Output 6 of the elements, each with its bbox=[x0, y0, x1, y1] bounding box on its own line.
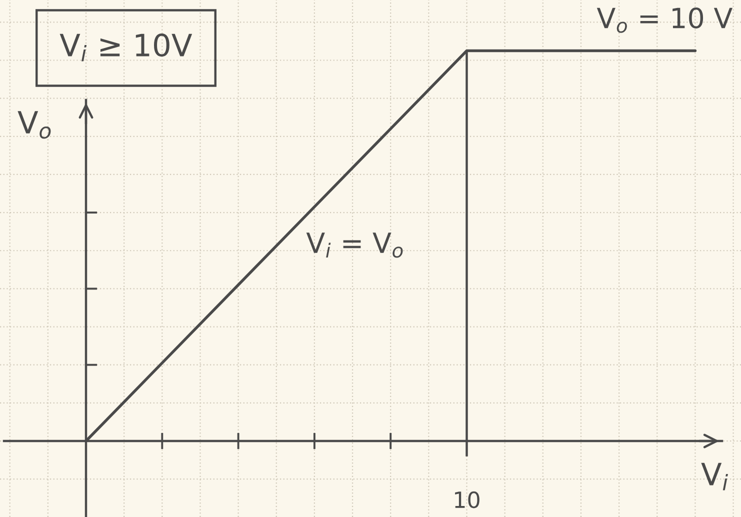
annotation: V$_{i}$ = V$_{o}$ bbox=[306, 232, 403, 258]
chart-title: V$_{i}$ ≥ 10V bbox=[60, 34, 192, 62]
x-axis-title: V$_{i}$ bbox=[701, 462, 728, 490]
text: 10 bbox=[455, 491, 480, 508]
y-axis-title: V$_{o}$ bbox=[18, 111, 51, 139]
text: V$_{o}$ = 10 V bbox=[596, 7, 732, 33]
